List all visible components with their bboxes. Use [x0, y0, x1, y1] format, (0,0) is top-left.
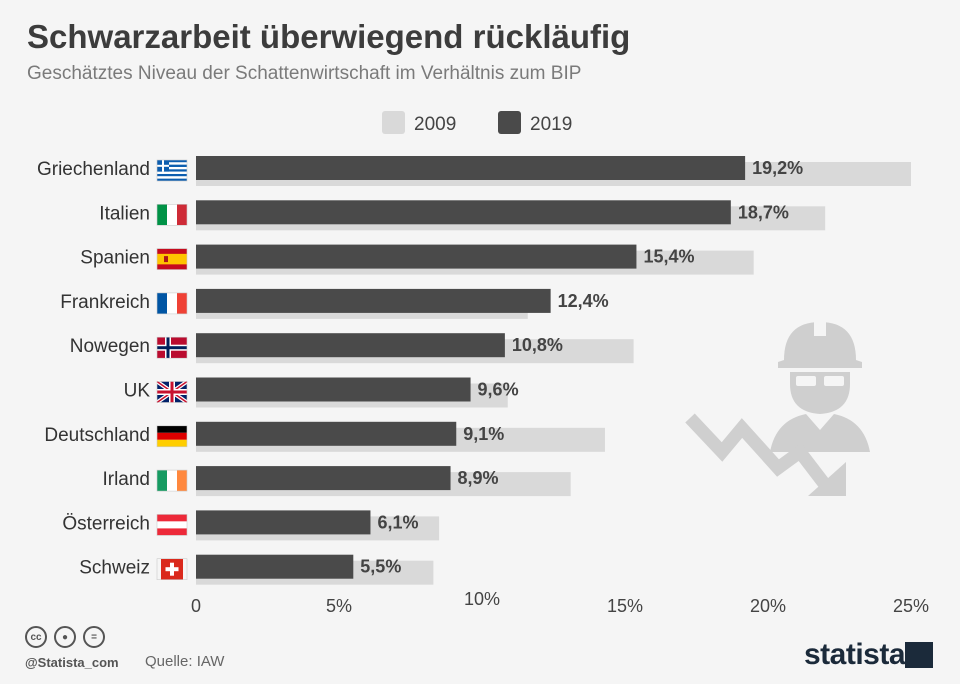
data-label: 19,2%: [752, 158, 803, 178]
license-icons: cc ● =: [25, 626, 105, 648]
bar-2019: [196, 244, 637, 269]
statista-logo[interactable]: statista: [804, 638, 906, 671]
bar-2019: [196, 333, 505, 358]
flag-switzerland-icon: [156, 558, 188, 581]
bar-2019: [196, 200, 731, 225]
bar-2019: [196, 421, 457, 446]
bar-row-9: Schweiz 5,5%: [79, 554, 434, 585]
flag-greece-icon: [156, 159, 188, 182]
legend: 2009 2019: [382, 111, 572, 135]
data-label: 18,7%: [738, 202, 789, 222]
data-label: 5,5%: [360, 557, 401, 577]
legend-label-2019: 2019: [530, 114, 572, 135]
by-icon[interactable]: ●: [54, 626, 76, 648]
data-label: 10,8%: [512, 335, 563, 355]
bar-row-6: Deutschland 9,1%: [44, 421, 605, 452]
category-label: UK: [124, 381, 151, 402]
category-label: Deutschland: [44, 425, 150, 446]
legend-swatch-2009: [382, 111, 405, 134]
category-label: Italien: [99, 203, 150, 224]
bar-row-8: Österreich 6,1%: [62, 510, 440, 541]
x-tick-label: 20%: [750, 596, 786, 616]
bar-row-2: Spanien 15,4%: [80, 244, 754, 275]
flag-uk-icon: [155, 379, 189, 405]
bar-row-1: Italien 18,7%: [99, 200, 826, 231]
x-axis: 0 5% 10% 15% 20% 25%: [191, 589, 929, 616]
x-tick-label: 5%: [326, 596, 352, 616]
source-label: Quelle: IAW: [145, 653, 225, 670]
bar-2019: [196, 510, 371, 535]
flag-italy-icon: [156, 204, 188, 226]
x-tick-label: 10%: [464, 589, 500, 609]
category-label: Irland: [102, 469, 150, 490]
data-label: 12,4%: [558, 291, 609, 311]
flag-spain-icon: [156, 248, 188, 270]
bar-2019: [196, 156, 746, 180]
legend-swatch-2019: [498, 111, 521, 134]
bar-2019: [196, 466, 451, 491]
data-label: 6,1%: [377, 512, 418, 532]
legend-label-2009: 2009: [414, 114, 456, 135]
data-label: 15,4%: [643, 247, 694, 267]
nd-icon[interactable]: =: [83, 626, 105, 648]
flag-france-icon: [156, 292, 188, 315]
flag-norway-icon: [156, 336, 188, 359]
statista-handle[interactable]: @Statista_com: [25, 655, 119, 670]
x-tick-label: 15%: [607, 596, 643, 616]
bars-group: Griechenland 19,2% Italien 18,7% Spanien 15,4…: [37, 156, 911, 585]
bar-row-7: Irland 8,9%: [102, 466, 571, 497]
worker-icon: [770, 322, 870, 452]
bar-2019: [196, 554, 354, 579]
page-subtitle: Geschätztes Niveau der Schattenwirtschaf…: [27, 63, 582, 84]
bar-2019: [196, 377, 471, 402]
x-tick-label: 25%: [893, 596, 929, 616]
trend-down-arrow-icon: [685, 413, 846, 496]
bar-row-0: Griechenland 19,2%: [37, 156, 911, 186]
bar-row-4: Nowegen 10,8%: [70, 333, 634, 364]
cc-icon[interactable]: cc: [25, 626, 47, 648]
page-title: Schwarzarbeit überwiegend rückläufig: [27, 18, 631, 55]
category-label: Frankreich: [60, 292, 150, 313]
x-tick-label: 0: [191, 596, 201, 616]
flag-germany-icon: [156, 425, 188, 448]
data-label: 8,9%: [458, 468, 499, 488]
flag-austria-icon: [156, 514, 188, 536]
category-label: Griechenland: [37, 159, 150, 180]
bar-2019: [196, 288, 551, 313]
category-label: Schweiz: [79, 558, 150, 579]
bar-row-3: Frankreich 12,4%: [60, 288, 609, 319]
category-label: Österreich: [62, 513, 150, 534]
data-label: 9,6%: [478, 380, 519, 400]
category-label: Nowegen: [70, 336, 150, 357]
bar-row-5: UK 9,6%: [124, 377, 519, 408]
category-label: Spanien: [80, 248, 150, 269]
statista-logo-mark: [905, 642, 933, 668]
flag-ireland-icon: [156, 469, 188, 492]
data-label: 9,1%: [463, 424, 504, 444]
